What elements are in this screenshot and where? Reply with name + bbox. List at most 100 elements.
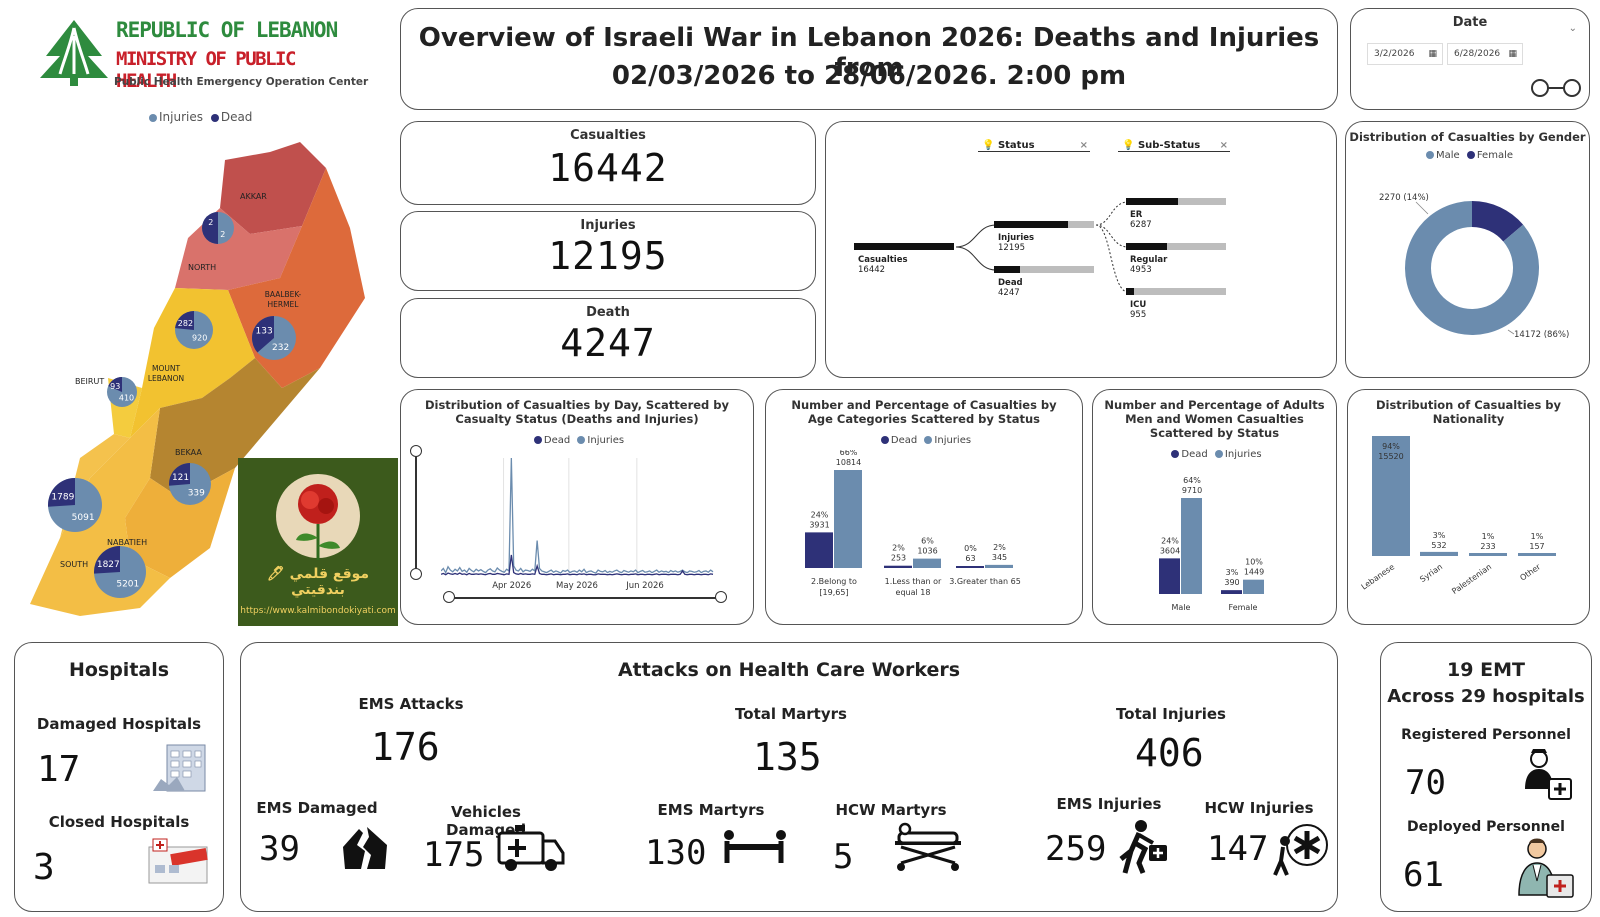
bar-lebanese [1372, 436, 1410, 556]
age-bar-card: Number and Percentage of Casualties by A… [765, 389, 1083, 625]
nationality-chart-title: Distribution of Casualties by Nationalit… [1375, 398, 1562, 426]
tree-node-root[interactable]: Casualties 16442 [854, 243, 954, 275]
y-zoom-slider[interactable] [415, 450, 417, 574]
date-end-value: 6/28/2026 [1454, 49, 1501, 59]
registered-personnel-label: Registered Personnel [1401, 727, 1571, 743]
map-pie-akkar[interactable]: 22 [201, 211, 235, 245]
hospital-bed-icon [895, 822, 961, 871]
y-zoom-bottom-handle[interactable] [410, 568, 422, 580]
gender-donut-card: Distribution of Casualties by Gender Mal… [1345, 121, 1590, 378]
watermark-url[interactable]: https://www.kalmibondokiyati.com [240, 606, 396, 616]
tree-node-icu[interactable]: ICU 955 [1126, 288, 1226, 320]
ems-damaged-value: 39 [259, 829, 300, 869]
ems-attacks-label: EMS Attacks [358, 695, 464, 713]
bar-injuries [913, 558, 941, 568]
chevron-down-icon[interactable]: ⌄ [1568, 23, 1577, 34]
tree-node-regular[interactable]: Regular 4953 [1126, 243, 1226, 275]
map-pie-mount lebanon[interactable]: 282 920 [174, 310, 214, 350]
pie-dead-label: 2 [208, 218, 213, 227]
bar-pct-label: 24% [1161, 536, 1179, 545]
date-end-input[interactable]: 6/28/2026 ▦ [1447, 43, 1523, 65]
tree-substatus-header[interactable]: 💡 Sub-Status × [1118, 140, 1230, 152]
logo-line-2: MINISTRY OF PUBLIC HEALTH [116, 48, 296, 92]
bar-dead [884, 565, 912, 568]
registered-personnel-value: 70 [1405, 763, 1446, 803]
kpi-death-label: Death [586, 305, 630, 320]
map-pie-baalbek-hermel[interactable]: 133 232 [251, 315, 297, 361]
ems-martyrs-label: EMS Martyrs [657, 801, 765, 819]
bar-value-label: 157 [1529, 542, 1544, 551]
x-zoom-slider[interactable] [449, 597, 721, 599]
bar-pct-label: 94% [1382, 442, 1400, 451]
damaged-hospitals-label: Damaged Hospitals [36, 715, 202, 733]
tree-node-dead[interactable]: Dead 4247 [994, 266, 1094, 298]
map-label-mount-lebanon: MOUNT LEBANON [147, 364, 185, 383]
calendar-icon[interactable]: ▦ [1428, 49, 1437, 59]
calendar-icon[interactable]: ▦ [1508, 49, 1517, 59]
vehicles-damaged-value: 175 [423, 835, 485, 875]
decomposition-tree-card: 💡 Status × 💡 Sub-Status × Casualties 1644… [825, 121, 1337, 378]
tree-node-value: 6287 [1130, 220, 1152, 230]
legend-dead: Dead [890, 435, 918, 446]
y-zoom-top-handle[interactable] [410, 445, 422, 457]
bar-value-label: 3604 [1160, 546, 1180, 555]
bar-injuries [834, 470, 862, 568]
x-zoom-start-handle[interactable] [443, 591, 455, 603]
tree-node-bar [1126, 288, 1226, 295]
tree-node-bar-fill [854, 243, 954, 250]
close-icon[interactable]: × [1079, 140, 1088, 151]
bar-pct-label: 0% [964, 544, 977, 553]
running-medic-icon [1119, 820, 1167, 874]
x-zoom-end-handle[interactable] [715, 591, 727, 603]
tree-node-injuries[interactable]: Injuries 12195 [994, 221, 1094, 253]
bar-pct-label: 2% [993, 543, 1006, 552]
nationality-bar-chart: 94%15520Lebanese3%532Syrian1%233Palesten… [1360, 436, 1556, 596]
map-pie-bekaa[interactable]: 121 339 [168, 462, 212, 506]
bar-palestenian [1469, 553, 1507, 556]
daily-chart-title: Distribution of Casualties by Day, Scatt… [424, 398, 730, 426]
pie-injuries-label: 5201 [116, 579, 139, 589]
category-label: Lebanese [1360, 562, 1397, 591]
bar-value-label: 1449 [1244, 568, 1264, 577]
tree-node-er[interactable]: ER 6287 [1126, 198, 1226, 230]
legend-dead: Dead [543, 435, 571, 446]
logo-line-1: REPUBLIC OF LEBANON [116, 18, 338, 42]
ministry-logo: REPUBLIC OF LEBANON MINISTRY OF PUBLIC H… [30, 14, 368, 94]
tree-node-name: Regular [1130, 255, 1168, 265]
bar-dead [956, 566, 984, 568]
date-slider-start-handle[interactable] [1531, 79, 1549, 97]
daily-chart-legend: Dead Injuries [401, 435, 753, 446]
map-pie-south[interactable]: 1789 5091 [47, 477, 103, 533]
emt-title-line-1: 19 EMT [1447, 659, 1525, 681]
close-icon[interactable]: × [1219, 140, 1228, 151]
tree-status-header[interactable]: 💡 Status × [978, 140, 1090, 152]
date-start-input[interactable]: 3/2/2026 ▦ [1367, 43, 1443, 65]
ambulance-icon [497, 825, 565, 871]
line-series-injuries [441, 457, 714, 575]
pie-injuries-label: 410 [119, 393, 134, 402]
tree-node-value: 12195 [998, 243, 1026, 253]
closed-hospitals-label: Closed Hospitals [48, 813, 190, 831]
daily-line-card: Distribution of Casualties by Day, Scatt… [400, 389, 754, 625]
tree-node-bar-fill [1126, 288, 1134, 295]
kpi-injuries-card: Injuries 12195 [400, 211, 816, 291]
date-slider-end-handle[interactable] [1563, 79, 1581, 97]
map-pie-nabatieh[interactable]: 1827 5201 [93, 545, 147, 599]
tree-node-value: 4953 [1130, 265, 1152, 275]
gender-chart-title: Distribution of Casualties by Gender [1349, 130, 1586, 144]
ems-damaged-label: EMS Damaged [256, 799, 378, 817]
kpi-injuries-label: Injuries [580, 218, 636, 233]
kpi-death-value: 4247 [560, 321, 656, 365]
bar-value-label: 15520 [1378, 452, 1403, 461]
map-label-nabatieh: NABATIEH [107, 538, 148, 547]
map-label-beirut: BEIRUT [75, 377, 105, 386]
category-label: Male [1172, 603, 1191, 612]
tree-substatus-label: Sub-Status [1137, 140, 1201, 151]
bar-dead [1159, 558, 1180, 594]
bar-value-label: 390 [1224, 578, 1239, 587]
bar-injuries [985, 564, 1013, 568]
medic-star-of-life-icon [1273, 824, 1328, 876]
hcw-martyrs-label: HCW Martyrs [835, 801, 947, 819]
